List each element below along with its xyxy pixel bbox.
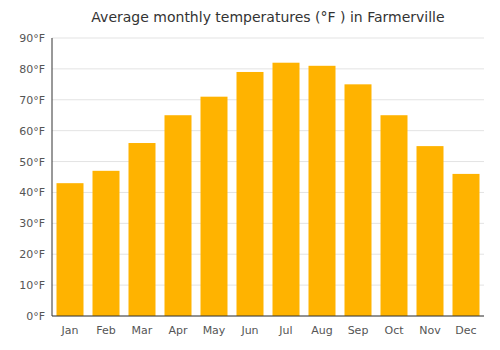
x-tick-label: Jun: [240, 324, 258, 337]
grid-line: [52, 68, 484, 69]
bars: [57, 63, 480, 316]
bar: [129, 143, 156, 316]
y-tick-label: 80°F: [19, 63, 45, 76]
chart-title: Average monthly temperatures (°F ) in Fa…: [91, 9, 444, 25]
x-tick-label: Dec: [455, 324, 476, 337]
grid-line: [52, 316, 484, 317]
bar: [165, 115, 192, 316]
bar: [237, 72, 264, 316]
chart-svg: Average monthly temperatures (°F ) in Fa…: [0, 0, 500, 350]
x-tick-label: Oct: [384, 324, 404, 337]
chart-container: Average monthly temperatures (°F ) in Fa…: [0, 0, 500, 350]
x-tick-label: Feb: [96, 324, 115, 337]
bar: [309, 66, 336, 316]
grid-line: [52, 130, 484, 131]
y-tick-labels: 0°F 10°F 20°F 30°F 40°F 50°F 60°F 70°F 80°F 90°F: [19, 32, 45, 323]
x-tick-label: Mar: [132, 324, 153, 337]
y-tick-label: 50°F: [19, 156, 45, 169]
y-tick-label: 0°F: [26, 310, 45, 323]
x-tick-label: Jul: [278, 324, 292, 337]
x-axis-line: [52, 316, 484, 317]
bar: [381, 115, 408, 316]
y-tick-label: 70°F: [19, 94, 45, 107]
bar: [453, 174, 480, 316]
y-tick-label: 20°F: [19, 248, 45, 261]
bar: [201, 97, 228, 316]
y-tick-label: 60°F: [19, 125, 45, 138]
y-tick-label: 10°F: [19, 279, 45, 292]
bar: [345, 84, 372, 316]
x-tick-label: May: [203, 324, 226, 337]
x-tick-label: Aug: [311, 324, 332, 337]
x-tick-label: Nov: [419, 324, 441, 337]
bar: [273, 63, 300, 316]
bar: [57, 183, 84, 316]
grid-line: [52, 99, 484, 100]
bar: [93, 171, 120, 316]
y-axis-line: [52, 38, 53, 316]
x-tick-label: Apr: [168, 324, 188, 337]
x-tick-labels: Jan Feb Mar Apr May Jun Jul Aug Sep Oct Nov Dec: [61, 324, 477, 337]
bar: [417, 146, 444, 316]
y-grid: [52, 38, 484, 316]
y-tick-label: 90°F: [19, 32, 45, 45]
x-tick-label: Jan: [61, 324, 79, 337]
grid-line: [52, 38, 484, 39]
y-tick-label: 30°F: [19, 217, 45, 230]
x-tick-label: Sep: [348, 324, 369, 337]
y-tick-label: 40°F: [19, 186, 45, 199]
